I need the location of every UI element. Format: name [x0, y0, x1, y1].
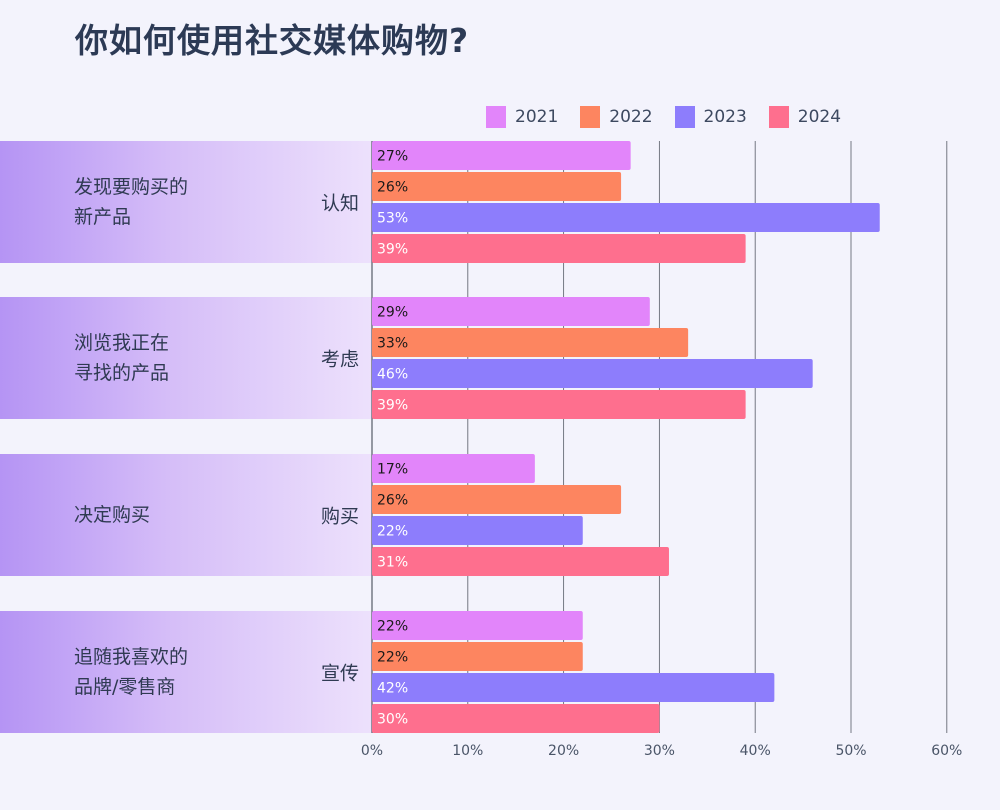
x-tick-label: 10%: [452, 743, 483, 759]
bar-value-label: 46%: [377, 367, 408, 383]
bar-value-label: 17%: [377, 462, 408, 478]
legend-swatch: [486, 106, 506, 128]
legend-item-2022: 2022: [580, 106, 653, 128]
bar-value-label: 22%: [377, 650, 408, 666]
legend-swatch: [580, 106, 601, 128]
bar-2022: [372, 172, 622, 201]
stage-label: 宣传: [320, 662, 359, 685]
bar-2022: [372, 642, 583, 671]
bar-2023: [372, 673, 775, 702]
category-label: 浏览我正在寻找的产品: [74, 328, 169, 388]
bar-2021: [372, 141, 631, 170]
bar-value-label: 31%: [377, 555, 408, 571]
category-label-line: 浏览我正在: [74, 332, 170, 354]
category-label: 追随我喜欢的 品牌/零售商: [74, 642, 188, 702]
x-tick-label: 50%: [835, 743, 866, 759]
stage-label: 购买: [320, 505, 359, 528]
legend-item-2021: 2021: [486, 106, 558, 128]
bar-2022: [372, 328, 689, 357]
bar-2024: [372, 704, 660, 733]
legend-item-2023: 2023: [674, 106, 747, 128]
bar-2022: [372, 485, 622, 514]
bar-2021: [372, 454, 535, 483]
bar-value-label: 39%: [377, 398, 408, 414]
category-label-line: 决定购买: [74, 504, 151, 526]
bar-2024: [372, 234, 746, 263]
bar-value-label: 26%: [377, 493, 408, 509]
bar-2021: [372, 297, 650, 326]
chart-title: 你如何使用社交媒体购物?: [75, 21, 470, 60]
bar-2021: [372, 611, 583, 640]
bar-value-label: 29%: [377, 305, 408, 321]
category-label-line: 寻找的产品: [74, 362, 170, 384]
legend-label: 2024: [797, 107, 842, 127]
category-label: 决定购买: [74, 500, 150, 530]
legend-swatch: [768, 106, 789, 128]
category-band: 追随我喜欢的 品牌/零售商 宣传: [0, 611, 372, 733]
x-tick-label: 40%: [740, 743, 771, 759]
bar-2023: [372, 516, 583, 545]
category-label-line: 发现要购买的: [74, 176, 189, 198]
bar-value-label: 26%: [377, 180, 408, 196]
bar-2023: [372, 203, 880, 232]
bar-value-label: 22%: [377, 524, 408, 540]
category-label-line: 品牌/零售商: [74, 676, 176, 698]
bar-value-label: 33%: [377, 336, 408, 352]
bar-value-label: 22%: [377, 619, 408, 635]
category-band: 浏览我正在寻找的产品 考虑: [0, 297, 372, 419]
legend-item-2024: 2024: [768, 106, 842, 128]
legend-swatch: [674, 106, 695, 128]
legend-label: 2022: [609, 107, 653, 127]
category-label-line: 新产品: [74, 206, 132, 228]
legend: 2021 2022 2023 2024: [486, 104, 863, 130]
bar-2024: [372, 390, 746, 419]
category-band: 决定购买 购买: [0, 454, 372, 576]
bar-2023: [372, 359, 813, 388]
legend-label: 2023: [703, 107, 747, 127]
stage-label: 考虑: [320, 348, 359, 371]
x-tick-label: 0%: [361, 743, 383, 759]
x-tick-label: 30%: [644, 743, 675, 759]
bar-value-label: 53%: [377, 211, 408, 227]
stage-label: 认知: [320, 192, 359, 215]
category-label-line: 追随我喜欢的: [74, 646, 189, 668]
bar-2024: [372, 547, 669, 576]
bar-value-label: 27%: [377, 149, 408, 165]
bar-value-label: 42%: [377, 681, 408, 697]
x-tick-label: 60%: [931, 743, 962, 759]
x-tick-label: 20%: [548, 743, 579, 759]
category-label: 发现要购买的 新产品: [74, 172, 188, 232]
category-band: 发现要购买的 新产品 认知: [0, 141, 372, 263]
bar-value-label: 30%: [377, 712, 408, 728]
legend-label: 2021: [515, 107, 559, 127]
bar-value-label: 39%: [377, 242, 408, 258]
